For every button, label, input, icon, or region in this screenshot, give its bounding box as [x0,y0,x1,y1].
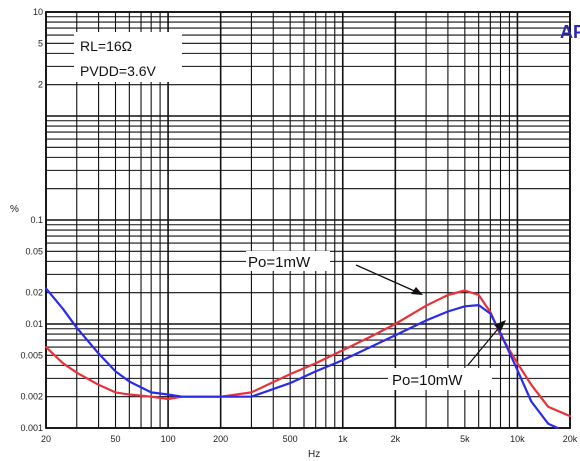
x-tick-label: 10k [510,434,525,444]
y-axis-label: % [10,204,19,215]
x-axis-label: Hz [308,449,320,460]
y-tick-label: 0.001 [20,423,43,433]
x-tick-label: 100 [161,434,176,444]
arrow-10mw-line [467,323,503,366]
svg-text:AP: AP [560,22,580,42]
y-tick-label: 2 [38,80,43,90]
x-tick-label: 2k [391,434,401,444]
annotation-1mw-bg [246,251,330,271]
x-tick-label: 20 [41,434,51,444]
x-tick-label: 5k [460,434,470,444]
arrow-10mw-head [494,320,506,331]
annotation-10mw-bg [388,368,492,390]
notes-box [74,32,182,82]
plot-frame [45,11,571,429]
x-tick-label: 50 [110,434,120,444]
arrow-1mw-line [355,264,420,294]
note-load: RL=16Ω [80,38,132,54]
y-tick-label: 0.1 [30,215,43,225]
y-tick-label: 0.01 [25,319,43,329]
annotation-po-1mw: Po=1mW [248,254,311,271]
x-tick-label: 200 [213,434,228,444]
annotation-po-10mw: Po=10mW [392,372,463,389]
brand-logo: AP [560,22,580,42]
y-tick-label: 10 [33,7,43,17]
y-tick-label: 5 [38,38,43,48]
note-supply: PVDD=3.6V [80,63,157,79]
x-tick-label: 1k [338,434,348,444]
arrow-1mw-head [411,287,423,295]
y-tick-label: 0.005 [20,350,43,360]
y-tick-label: 0.02 [25,288,43,298]
x-tick-label: 20k [563,434,578,444]
y-tick-label: 0.05 [25,246,43,256]
y-tick-label: 0.002 [20,392,43,402]
x-tick-label: 500 [283,434,298,444]
tick-labels: 20 50 100 200 500 1k 2k 5k 10k 20k 10 5 2 0.1 0.05 0.02… [20,7,577,444]
